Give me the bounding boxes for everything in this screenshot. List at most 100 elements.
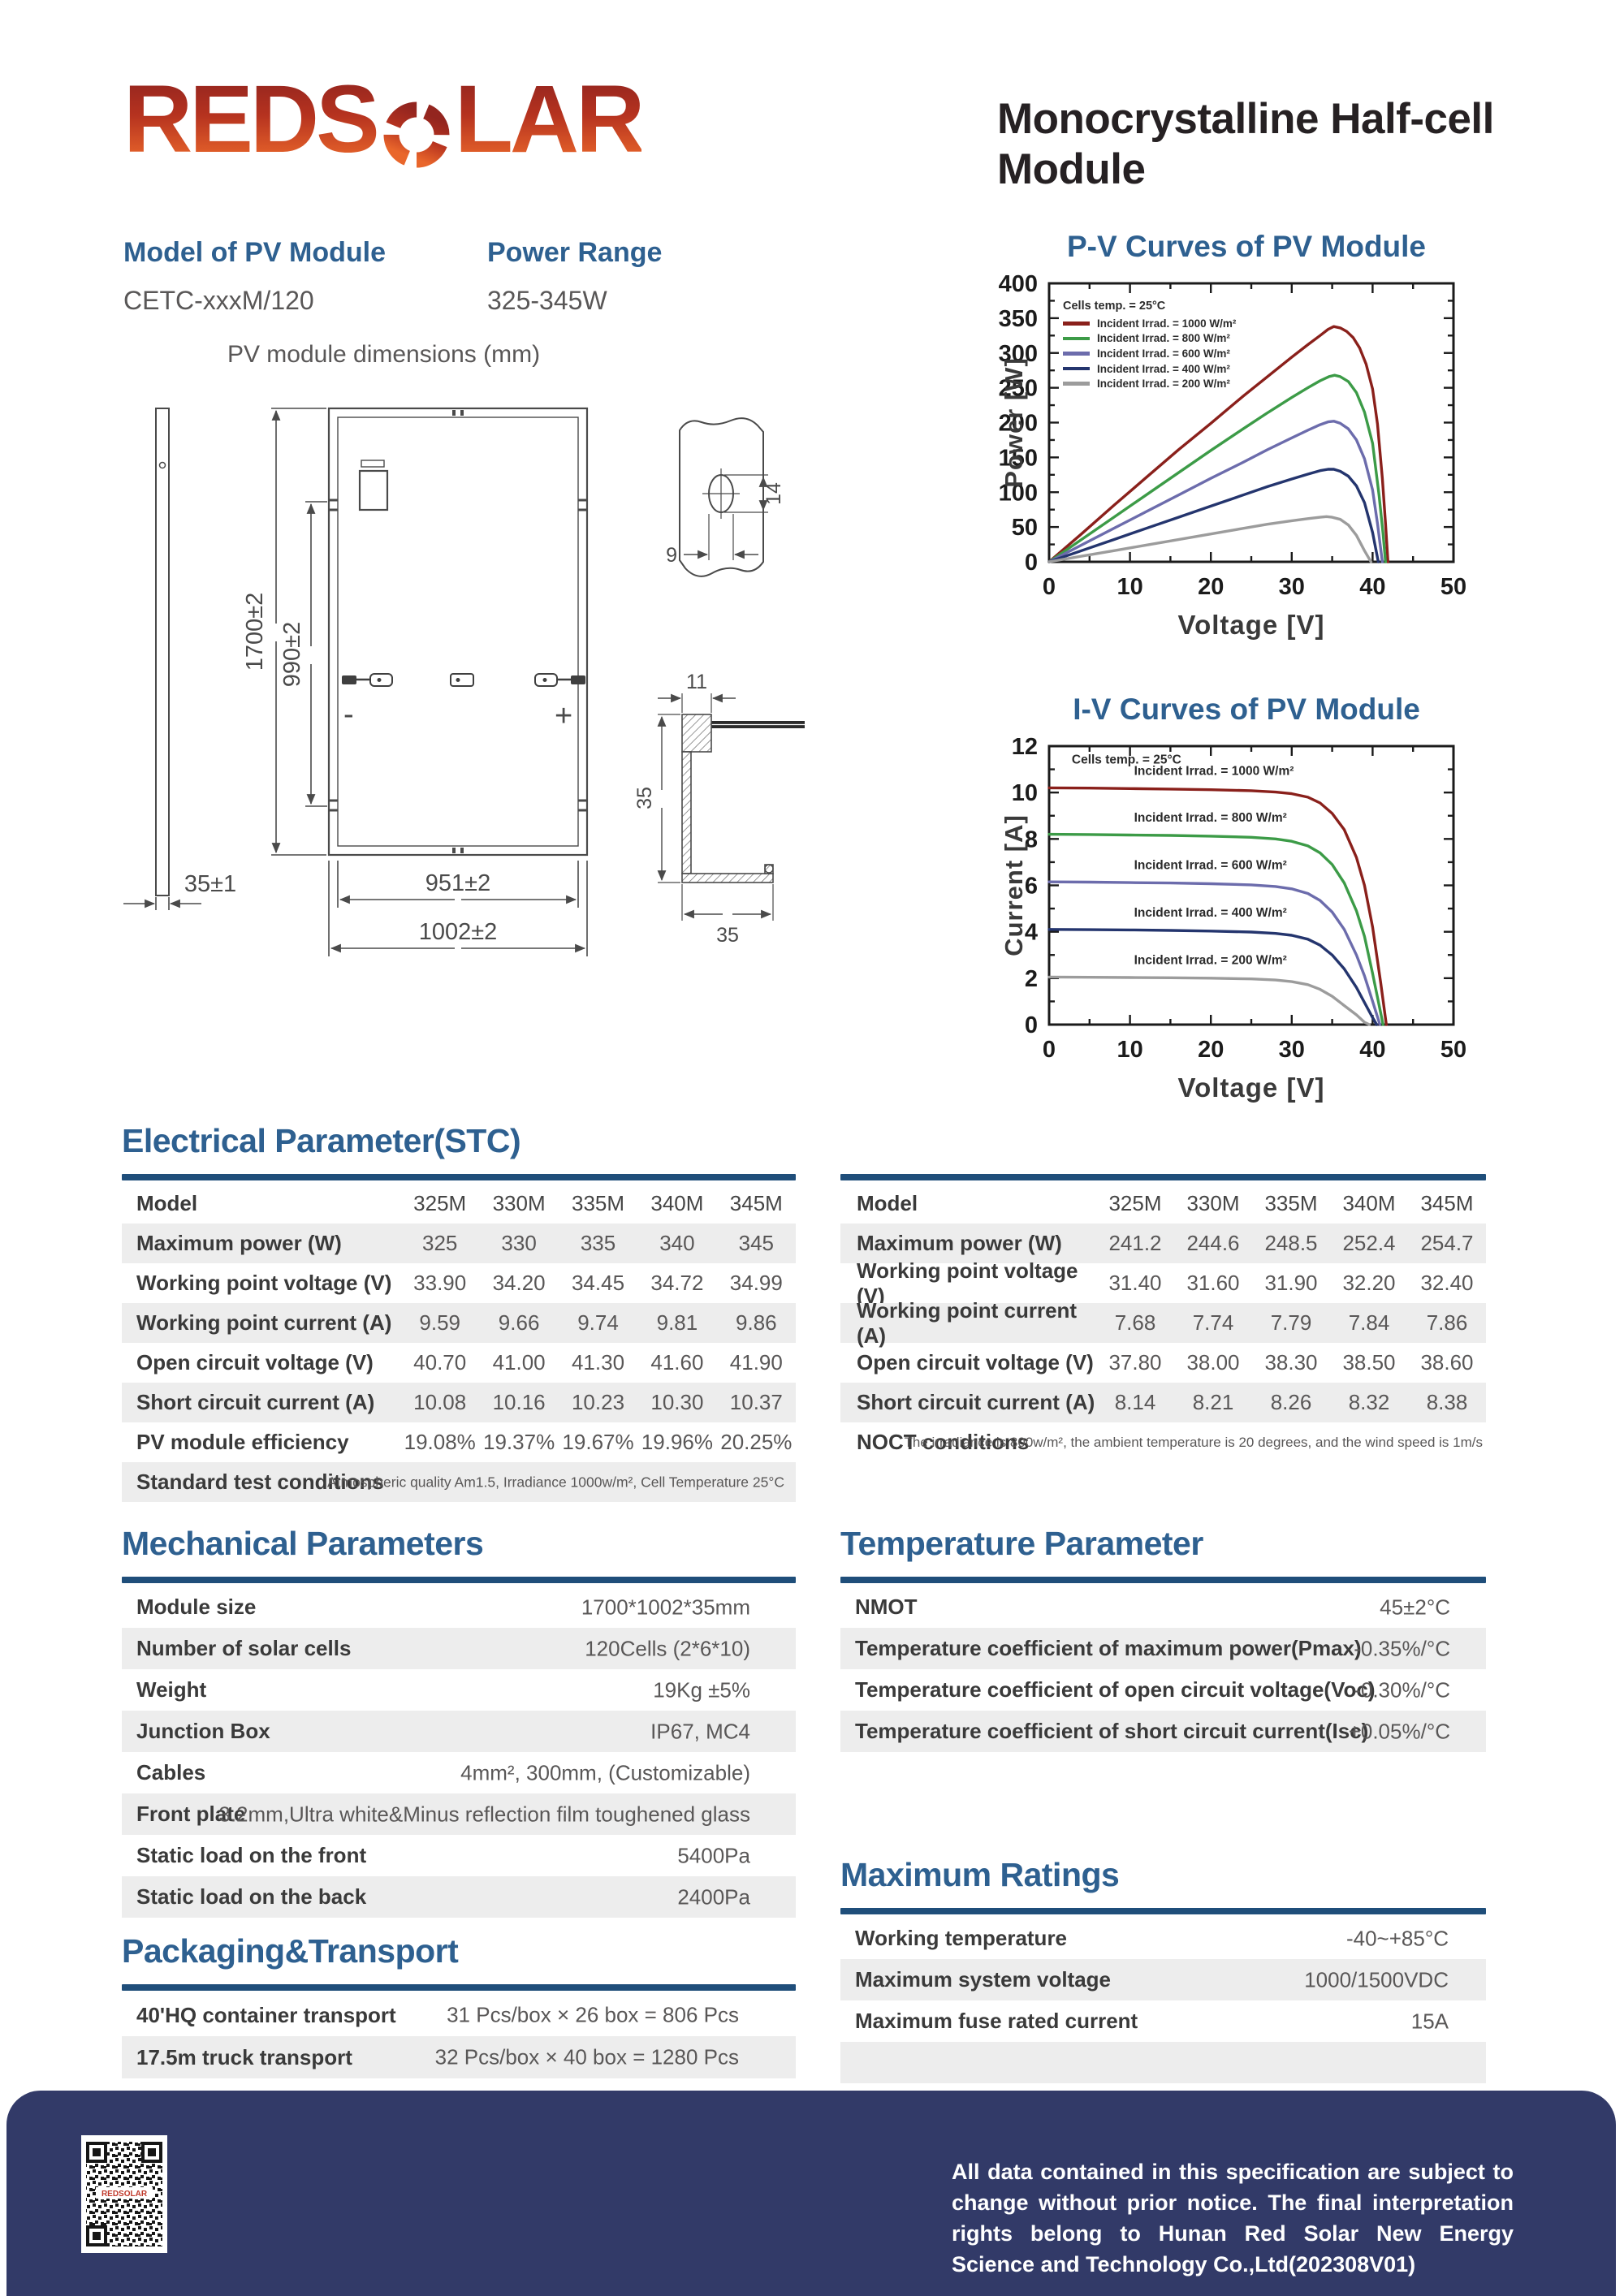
- legend-entry: Incident Irrad. = 1000 W/m²: [1063, 316, 1236, 331]
- mechanical-table: Module size 1700*1002*35mm Number of solar…: [122, 1586, 796, 1918]
- redsolar-logo: REDS LAR: [123, 71, 645, 168]
- pv-chart-title: P-V Curves of PV Module: [1066, 230, 1426, 263]
- cell-value: 8.32: [1348, 1390, 1390, 1414]
- series-label-2: Incident Irrad. = 600 W/m²: [1134, 858, 1287, 872]
- model-column-header: 335M: [571, 1191, 625, 1215]
- qr-code: REDSOLAR: [81, 2135, 167, 2253]
- x-tick-label: 30: [1279, 1037, 1305, 1063]
- table-row: Temperature coefficient of open circuit …: [840, 1669, 1486, 1711]
- cell-value: 20.25%: [720, 1430, 793, 1454]
- cell-value: 38.50: [1342, 1350, 1396, 1375]
- cell-value: 248.5: [1264, 1231, 1318, 1255]
- cell-value: 19.37%: [483, 1430, 555, 1454]
- y-tick-label: 12: [1012, 735, 1038, 760]
- row-label: PV module efficiency: [136, 1430, 349, 1454]
- y-tick-label: 150: [999, 445, 1038, 471]
- row-label: Standard test conditions: [136, 1470, 384, 1494]
- max-ratings-table: Working temperature -40~+85°C Maximum syst…: [840, 1918, 1486, 2083]
- row-value: -0.35%/°C: [1354, 1636, 1450, 1660]
- section-mechanical: Mechanical Parameters Module size 1700*10…: [122, 1525, 796, 1918]
- x-tick-label: 0: [1043, 574, 1056, 600]
- table-row: NMOT 45±2°C: [840, 1586, 1486, 1628]
- cell-value: 330: [501, 1231, 537, 1255]
- table-row: Open circuit voltage (V) 37.80 38.00 38.30 3…: [840, 1343, 1486, 1383]
- cell-value: 34.99: [729, 1271, 783, 1295]
- cell-value: 7.84: [1348, 1310, 1390, 1335]
- dim-width: 1002±2: [419, 919, 498, 945]
- legend-header: Cells temp. = 25°C: [1063, 300, 1166, 313]
- chart-annotation: Cells temp. = 25°C: [1072, 753, 1181, 766]
- dim-hole-height: 14: [762, 482, 785, 505]
- page-title: Monocrystalline Half-cell Module: [997, 94, 1494, 193]
- table-row: Cables 4mm², 300mm, (Customizable): [122, 1752, 796, 1793]
- dim-frame-height: 35: [633, 787, 656, 809]
- iv-y-axis-label: Current [A]: [1000, 814, 1028, 956]
- drawing-caption: PV module dimensions (mm): [227, 341, 541, 368]
- cell-value: 9.86: [736, 1310, 777, 1335]
- rear-view: [327, 407, 589, 857]
- section-divider: [840, 1174, 1486, 1180]
- cell-value: 325: [422, 1231, 458, 1255]
- model-column-header: 330M: [492, 1191, 546, 1215]
- legend-label: Incident Irrad. = 800 W/m²: [1097, 332, 1230, 345]
- section-title: Mechanical Parameters: [122, 1525, 484, 1562]
- cell-value: 38.60: [1420, 1350, 1474, 1375]
- row-value: 5400Pa: [677, 1843, 750, 1867]
- legend-entry: Incident Irrad. = 800 W/m²: [1063, 331, 1236, 347]
- y-tick-label: 50: [1012, 515, 1038, 541]
- cell-value: 8.14: [1114, 1390, 1156, 1414]
- series-line-2: [1047, 880, 1382, 1026]
- table-row: Working point current (A) 7.68 7.74 7.79 7.8…: [840, 1298, 1486, 1348]
- cell-value: 8.38: [1426, 1390, 1468, 1414]
- cell-value: 33.90: [413, 1271, 467, 1295]
- table-row: PV module efficiency 19.08% 19.37% 19.67% 19…: [122, 1422, 796, 1462]
- table-row: Module size 1700*1002*35mm: [122, 1586, 796, 1628]
- row-value: 1000/1500VDC: [1304, 1967, 1449, 1992]
- model-column-header: 340M: [650, 1191, 704, 1215]
- row-label: 17.5m truck transport: [136, 2044, 352, 2069]
- row-label: Static load on the front: [136, 1843, 367, 1867]
- column-header: Model: [857, 1191, 918, 1215]
- qr-brand-text: REDSOLAR: [102, 2190, 148, 2199]
- series-label-0: Incident Irrad. = 1000 W/m²: [1134, 765, 1294, 779]
- y-tick-label: 0: [1025, 1012, 1038, 1038]
- model-column-header: 335M: [1264, 1191, 1318, 1215]
- cell-value: 340: [659, 1231, 695, 1255]
- section-max-ratings: Maximum Ratings Working temperature -40~+…: [840, 1856, 1486, 2083]
- row-label: Working point current (A): [136, 1310, 392, 1335]
- table-row: Junction Box IP67, MC4: [122, 1711, 796, 1752]
- dim-height: 1700±2: [242, 593, 268, 671]
- row-value: 2400Pa: [677, 1884, 750, 1909]
- cell-value: 19.08%: [404, 1430, 476, 1454]
- row-label: Short circuit current (A): [136, 1390, 375, 1414]
- section-divider: [122, 1174, 796, 1180]
- cable-connectors: - +: [342, 673, 585, 733]
- x-tick-label: 50: [1440, 1037, 1466, 1063]
- table-row: Temperature coefficient of maximum power…: [840, 1628, 1486, 1669]
- row-label: Maximum fuse rated current: [855, 2009, 1138, 2033]
- cell-value: 254.7: [1420, 1231, 1474, 1255]
- model-label: Model of PV Module: [123, 237, 386, 268]
- series-line-1: [1047, 373, 1387, 563]
- spacer: [840, 1122, 1486, 1163]
- cell-value: 41.00: [492, 1350, 546, 1375]
- cell-value: 9.59: [419, 1310, 460, 1335]
- x-tick-label: 10: [1116, 1037, 1142, 1063]
- legend-entry: Incident Irrad. = 600 W/m²: [1063, 346, 1236, 361]
- row-label: Maximum power (W): [136, 1231, 342, 1255]
- row-label: Short circuit current (A): [857, 1390, 1095, 1414]
- side-view: [155, 408, 170, 896]
- x-tick-label: 50: [1440, 574, 1466, 600]
- cell-value: 34.72: [650, 1271, 704, 1295]
- frame-cross-section: [657, 693, 805, 921]
- cell-value: 241.2: [1108, 1231, 1162, 1255]
- footer-band: [6, 2091, 1616, 2296]
- x-tick-label: 20: [1198, 574, 1224, 600]
- row-label: Cables: [136, 1760, 206, 1785]
- y-tick-label: 350: [999, 306, 1038, 332]
- section-divider: [122, 1577, 796, 1583]
- cell-value: 10.30: [650, 1390, 704, 1414]
- cell-value: 34.20: [492, 1271, 546, 1295]
- y-tick-label: 10: [1012, 780, 1038, 806]
- table-row: Maximum fuse rated current 15A: [840, 2000, 1486, 2042]
